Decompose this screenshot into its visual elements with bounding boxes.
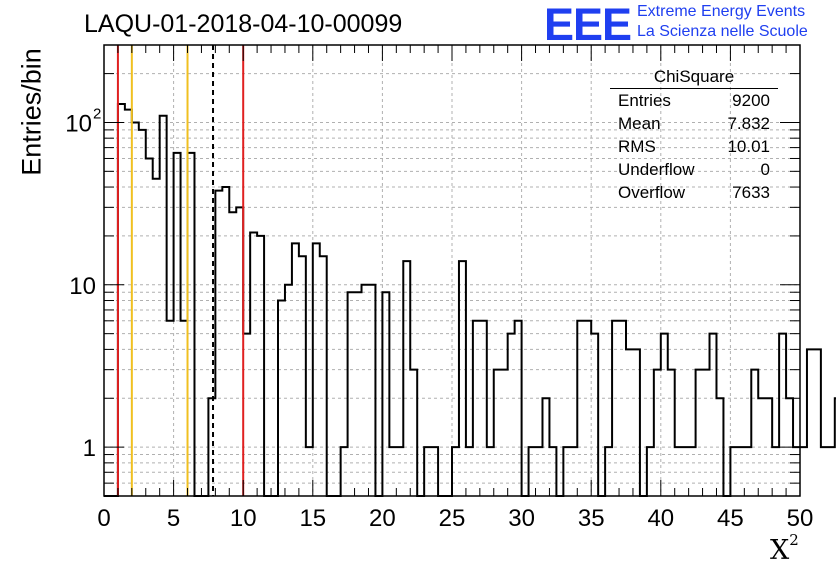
x-tick-label: 5 [167,505,180,532]
histogram-bin [494,370,501,496]
stats-row-overflow: Overflow 7633 [618,183,770,202]
histogram-bin [612,321,619,496]
histogram-bin [508,334,515,496]
y-tick-label-exponent: 2 [93,105,101,122]
x-tick-label: 0 [97,505,110,532]
histogram-bin [382,292,389,496]
histogram-bin [703,370,710,496]
histogram-outline [104,102,836,497]
histogram-bin [167,321,174,496]
x-tick-label: 20 [369,505,396,532]
stats-box: ChiSquare Entries 9200 Mean 7.832 RMS 10.01… [610,66,778,204]
x-tick-label: 30 [508,505,535,532]
histogram-bin [654,370,661,496]
chart-title: LAQU-01-2018-04-10-00099 [84,10,403,38]
histogram-bin [619,321,626,496]
histogram-bin [668,370,675,496]
logo-line-2: La Scienza nelle Scuole [637,23,808,40]
histogram-bin [125,110,132,496]
histogram-bin [174,153,181,496]
histogram-bin [515,321,522,496]
histogram-bin [410,370,417,496]
histogram-bin [473,321,480,496]
x-axis-label: X2 [770,531,799,566]
histogram-bin [362,285,369,496]
histogram-bin [188,153,195,496]
histogram-bin [368,285,375,496]
histogram-bin [139,130,146,496]
histogram-bin [285,285,292,496]
stats-row-underflow: Underflow 0 [618,160,770,179]
stats-row-entries: Entries 9200 [618,91,770,110]
histogram-bin [459,261,466,496]
histogram-bin [153,179,160,496]
stats-row-rms: RMS 10.01 [618,137,770,156]
eee-logo: EEE [544,0,632,50]
histogram-bin [132,122,139,496]
histogram-bin [480,321,487,496]
histogram-bin [577,321,584,496]
histogram-bin [243,334,250,496]
histogram-bin [633,349,640,496]
y-axis-label: Entries/bin [16,48,47,176]
histogram-bin [257,236,264,496]
marker-lines [116,45,245,496]
histogram-bin [828,447,835,496]
histogram-bin [696,370,703,496]
histogram-bin [584,321,591,496]
histogram-bin [236,207,243,496]
y-tick-label: 1 [83,435,96,462]
x-tick-label: 40 [647,505,674,532]
y-tick-label: 10 [69,273,96,300]
x-tick-label: 10 [230,505,257,532]
histogram-bin [146,158,153,496]
histogram-bin [591,334,598,496]
histogram-bin [661,334,668,496]
histogram-bin [779,334,786,496]
x-tick-label: 25 [439,505,466,532]
x-tick-label: 45 [717,505,744,532]
grid-lines [103,44,801,497]
histogram-bin [181,321,188,496]
histogram-bin [807,349,814,496]
histogram-bin [626,349,633,496]
histogram-bin [250,232,257,496]
histogram-bin [501,370,508,496]
stats-title: ChiSquare [610,66,778,89]
y-tick-label: 10 [65,110,92,137]
x-tick-label: 50 [787,505,814,532]
histogram-bars [104,102,836,497]
histogram-bin [814,349,821,496]
histogram-bin [229,212,236,496]
histogram-bin [355,292,362,496]
logo-line-1: Extreme Energy Events [637,3,806,20]
histogram-bin [118,104,125,496]
x-tick-label: 15 [299,505,326,532]
histogram-bin [222,187,229,496]
histogram-bin [403,261,410,496]
x-tick-label: 35 [578,505,605,532]
histogram-bin [751,370,758,496]
histogram-bin [215,191,222,496]
histogram-bin [160,116,167,496]
stats-row-mean: Mean 7.832 [618,114,770,133]
histogram-bin [821,447,828,496]
histogram-bin [800,447,807,496]
histogram-bin [348,292,355,496]
histogram-bin [710,334,717,496]
